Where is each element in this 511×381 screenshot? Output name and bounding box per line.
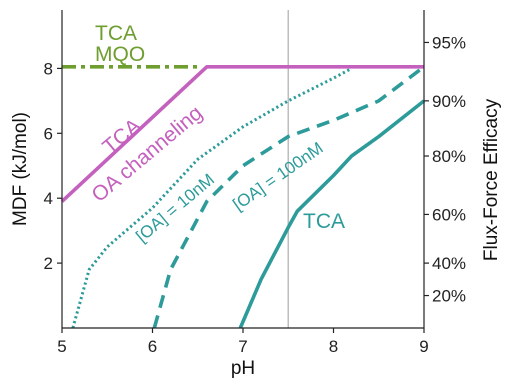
x-tick-label: 6 — [148, 337, 157, 356]
y-right-tick-label: 80% — [432, 147, 466, 166]
series-line-dashed — [152, 65, 426, 329]
y-right-tick-label: 90% — [432, 92, 466, 111]
annotation-oa-100nm: [OA] = 100nM — [229, 138, 326, 214]
series-layer — [60, 64, 426, 329]
y-right-axis-title: Flux-Force Efficacy — [481, 98, 502, 261]
x-tick-label: 9 — [419, 337, 428, 356]
y-tick-label: 8 — [44, 59, 53, 78]
y-right-tick-label: 40% — [432, 254, 466, 273]
y-tick-label: 6 — [44, 124, 53, 143]
series-line-solid — [238, 99, 426, 329]
y-right-tick-label: 95% — [432, 33, 466, 52]
series-line-solid — [60, 64, 424, 203]
x-axis-title: pH — [231, 358, 255, 379]
x-tick-label: 8 — [329, 337, 338, 356]
x-tick-label: 5 — [57, 337, 66, 356]
annotation-tca-mqo-line1: TCA — [95, 22, 137, 45]
tick-labels: 5 6 7 8 9 2 4 6 8 20% 40% 60% 80% 90% 95% — [44, 33, 467, 356]
y-axis-title: MDF (kJ/mol) — [10, 112, 31, 226]
y-right-tick-label: 60% — [432, 205, 466, 224]
annotation-tca-mqo-line2: MQO — [95, 43, 145, 66]
y-right-tick-label: 20% — [432, 287, 466, 306]
tick-marks — [57, 41, 429, 333]
y-tick-label: 4 — [44, 189, 53, 208]
annotation-tca-teal: TCA — [303, 210, 345, 233]
x-tick-label: 7 — [238, 337, 247, 356]
y-tick-label: 2 — [44, 254, 53, 273]
series-line-dotted — [71, 67, 353, 329]
